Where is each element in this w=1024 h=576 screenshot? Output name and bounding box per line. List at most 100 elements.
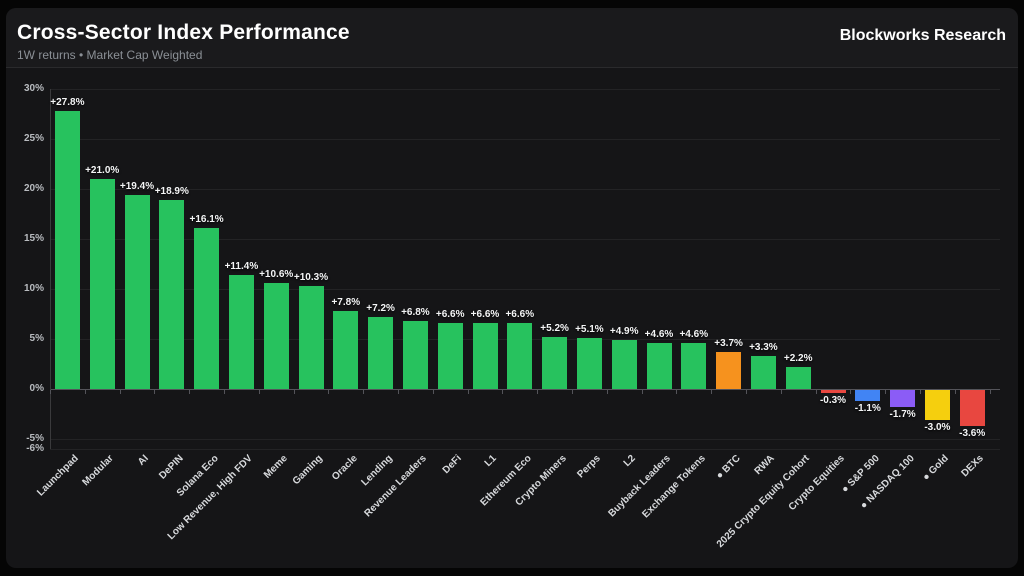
y-axis-label: 5% <box>29 333 44 344</box>
bar-value-label: +18.9% <box>154 186 189 197</box>
bar-value-label: +7.2% <box>366 303 395 314</box>
axis-tick <box>815 390 817 394</box>
header: Cross-Sector Index Performance 1W return… <box>6 8 1018 68</box>
bar-value-label: +27.8% <box>50 97 85 108</box>
gridline <box>50 289 1000 290</box>
bar-value-label: +5.2% <box>540 323 569 334</box>
bar-value-label: +11.4% <box>224 261 259 272</box>
axis-tick <box>189 390 191 394</box>
bar <box>263 283 289 389</box>
chart-panel: Cross-Sector Index Performance 1W return… <box>6 8 1018 568</box>
bar <box>228 275 254 389</box>
axis-tick <box>224 390 225 394</box>
gridline <box>50 189 1000 190</box>
bar-value-label: +6.6% <box>505 309 535 320</box>
bar-value-label: +21.0% <box>85 165 120 176</box>
axis-tick <box>676 390 678 394</box>
bar-value-label: +3.7% <box>714 338 743 349</box>
axis-tick <box>84 390 86 394</box>
y-axis-label: 0% <box>29 383 44 394</box>
bar <box>646 343 672 389</box>
axis-tick <box>606 390 608 394</box>
bar-value-label: +7.8% <box>331 297 361 308</box>
bar <box>855 390 881 401</box>
bar-value-label: -3.6% <box>959 428 986 439</box>
axis-tick <box>258 390 260 394</box>
axis-tick <box>432 390 434 394</box>
bar <box>402 321 428 389</box>
y-axis-label: 20% <box>23 183 44 194</box>
axis-tick <box>920 390 921 394</box>
bar-value-label: +2.2% <box>783 353 813 364</box>
gridline <box>50 139 1000 140</box>
chart-title: Cross-Sector Index Performance <box>17 21 350 44</box>
y-axis-label: 25% <box>23 133 44 144</box>
bar <box>611 340 637 389</box>
gridline <box>50 449 1000 450</box>
bar-value-label: +6.6% <box>435 309 465 320</box>
axis-tick <box>502 390 504 394</box>
bar-value-label: +10.3% <box>293 272 329 283</box>
bar-value-label: +19.4% <box>119 181 155 192</box>
gridline <box>50 89 1000 90</box>
gridline <box>50 239 1000 240</box>
bar-chart: 30% 25% 20% 15% 10% 5% 0% -5% -6% +27.8% Launchpad… <box>6 8 1018 568</box>
axis-tick <box>467 390 469 394</box>
bar <box>820 390 846 393</box>
axis-tick <box>328 390 330 394</box>
axis-tick <box>885 390 887 394</box>
bar-value-label: -0.3% <box>819 395 847 406</box>
y-axis-line <box>50 89 51 449</box>
axis-tick <box>954 390 956 394</box>
bar <box>472 323 498 389</box>
bar-value-label: -1.1% <box>854 403 881 414</box>
axis-tick <box>989 390 991 394</box>
axis-tick <box>850 390 852 394</box>
bar <box>576 338 602 389</box>
bar-value-label: -1.7% <box>889 409 916 420</box>
axis-tick <box>711 390 713 394</box>
axis-tick <box>537 390 539 394</box>
bar-value-label: +3.3% <box>749 342 778 353</box>
bar <box>924 390 950 420</box>
axis-tick <box>293 390 295 394</box>
bar <box>959 390 985 426</box>
bar <box>368 317 394 389</box>
bar-value-label: +4.6% <box>679 329 709 340</box>
bar-value-label: +4.6% <box>644 329 674 340</box>
axis-tick <box>398 390 399 394</box>
axis-tick <box>50 390 51 394</box>
y-axis-label: 10% <box>23 283 44 294</box>
gridline <box>50 439 1000 440</box>
bar <box>542 337 568 389</box>
bar-value-label: +10.6% <box>259 269 294 280</box>
bar-value-label: +5.1% <box>575 324 604 335</box>
bar <box>785 367 811 389</box>
axis-tick <box>363 390 365 394</box>
bar <box>194 228 220 389</box>
bar-value-label: +6.6% <box>470 309 500 320</box>
y-axis-label: 15% <box>23 233 44 244</box>
y-axis-label: -5% <box>26 433 44 444</box>
axis-tick <box>780 390 782 394</box>
bar-value-label: +4.9% <box>609 326 639 337</box>
chart-subtitle: 1W returns • Market Cap Weighted <box>17 48 203 62</box>
axis-tick <box>641 390 643 394</box>
axis-tick <box>746 390 747 394</box>
bar <box>681 343 707 389</box>
gridline <box>50 389 1000 390</box>
bar <box>54 111 80 389</box>
bar <box>716 352 742 389</box>
bar <box>333 311 359 389</box>
y-axis-label: 30% <box>23 83 44 94</box>
bar-value-label: +6.8% <box>401 307 430 318</box>
bar-value-label: +16.1% <box>189 214 224 225</box>
brand-wordmark: Blockworks Research <box>839 27 1006 44</box>
axis-tick <box>119 390 121 394</box>
axis-tick <box>572 390 573 394</box>
bar <box>507 323 533 389</box>
bar <box>437 323 463 389</box>
bar-value-label: -3.0% <box>924 422 951 433</box>
bar <box>89 179 115 389</box>
y-axis-label: -6% <box>26 443 44 454</box>
